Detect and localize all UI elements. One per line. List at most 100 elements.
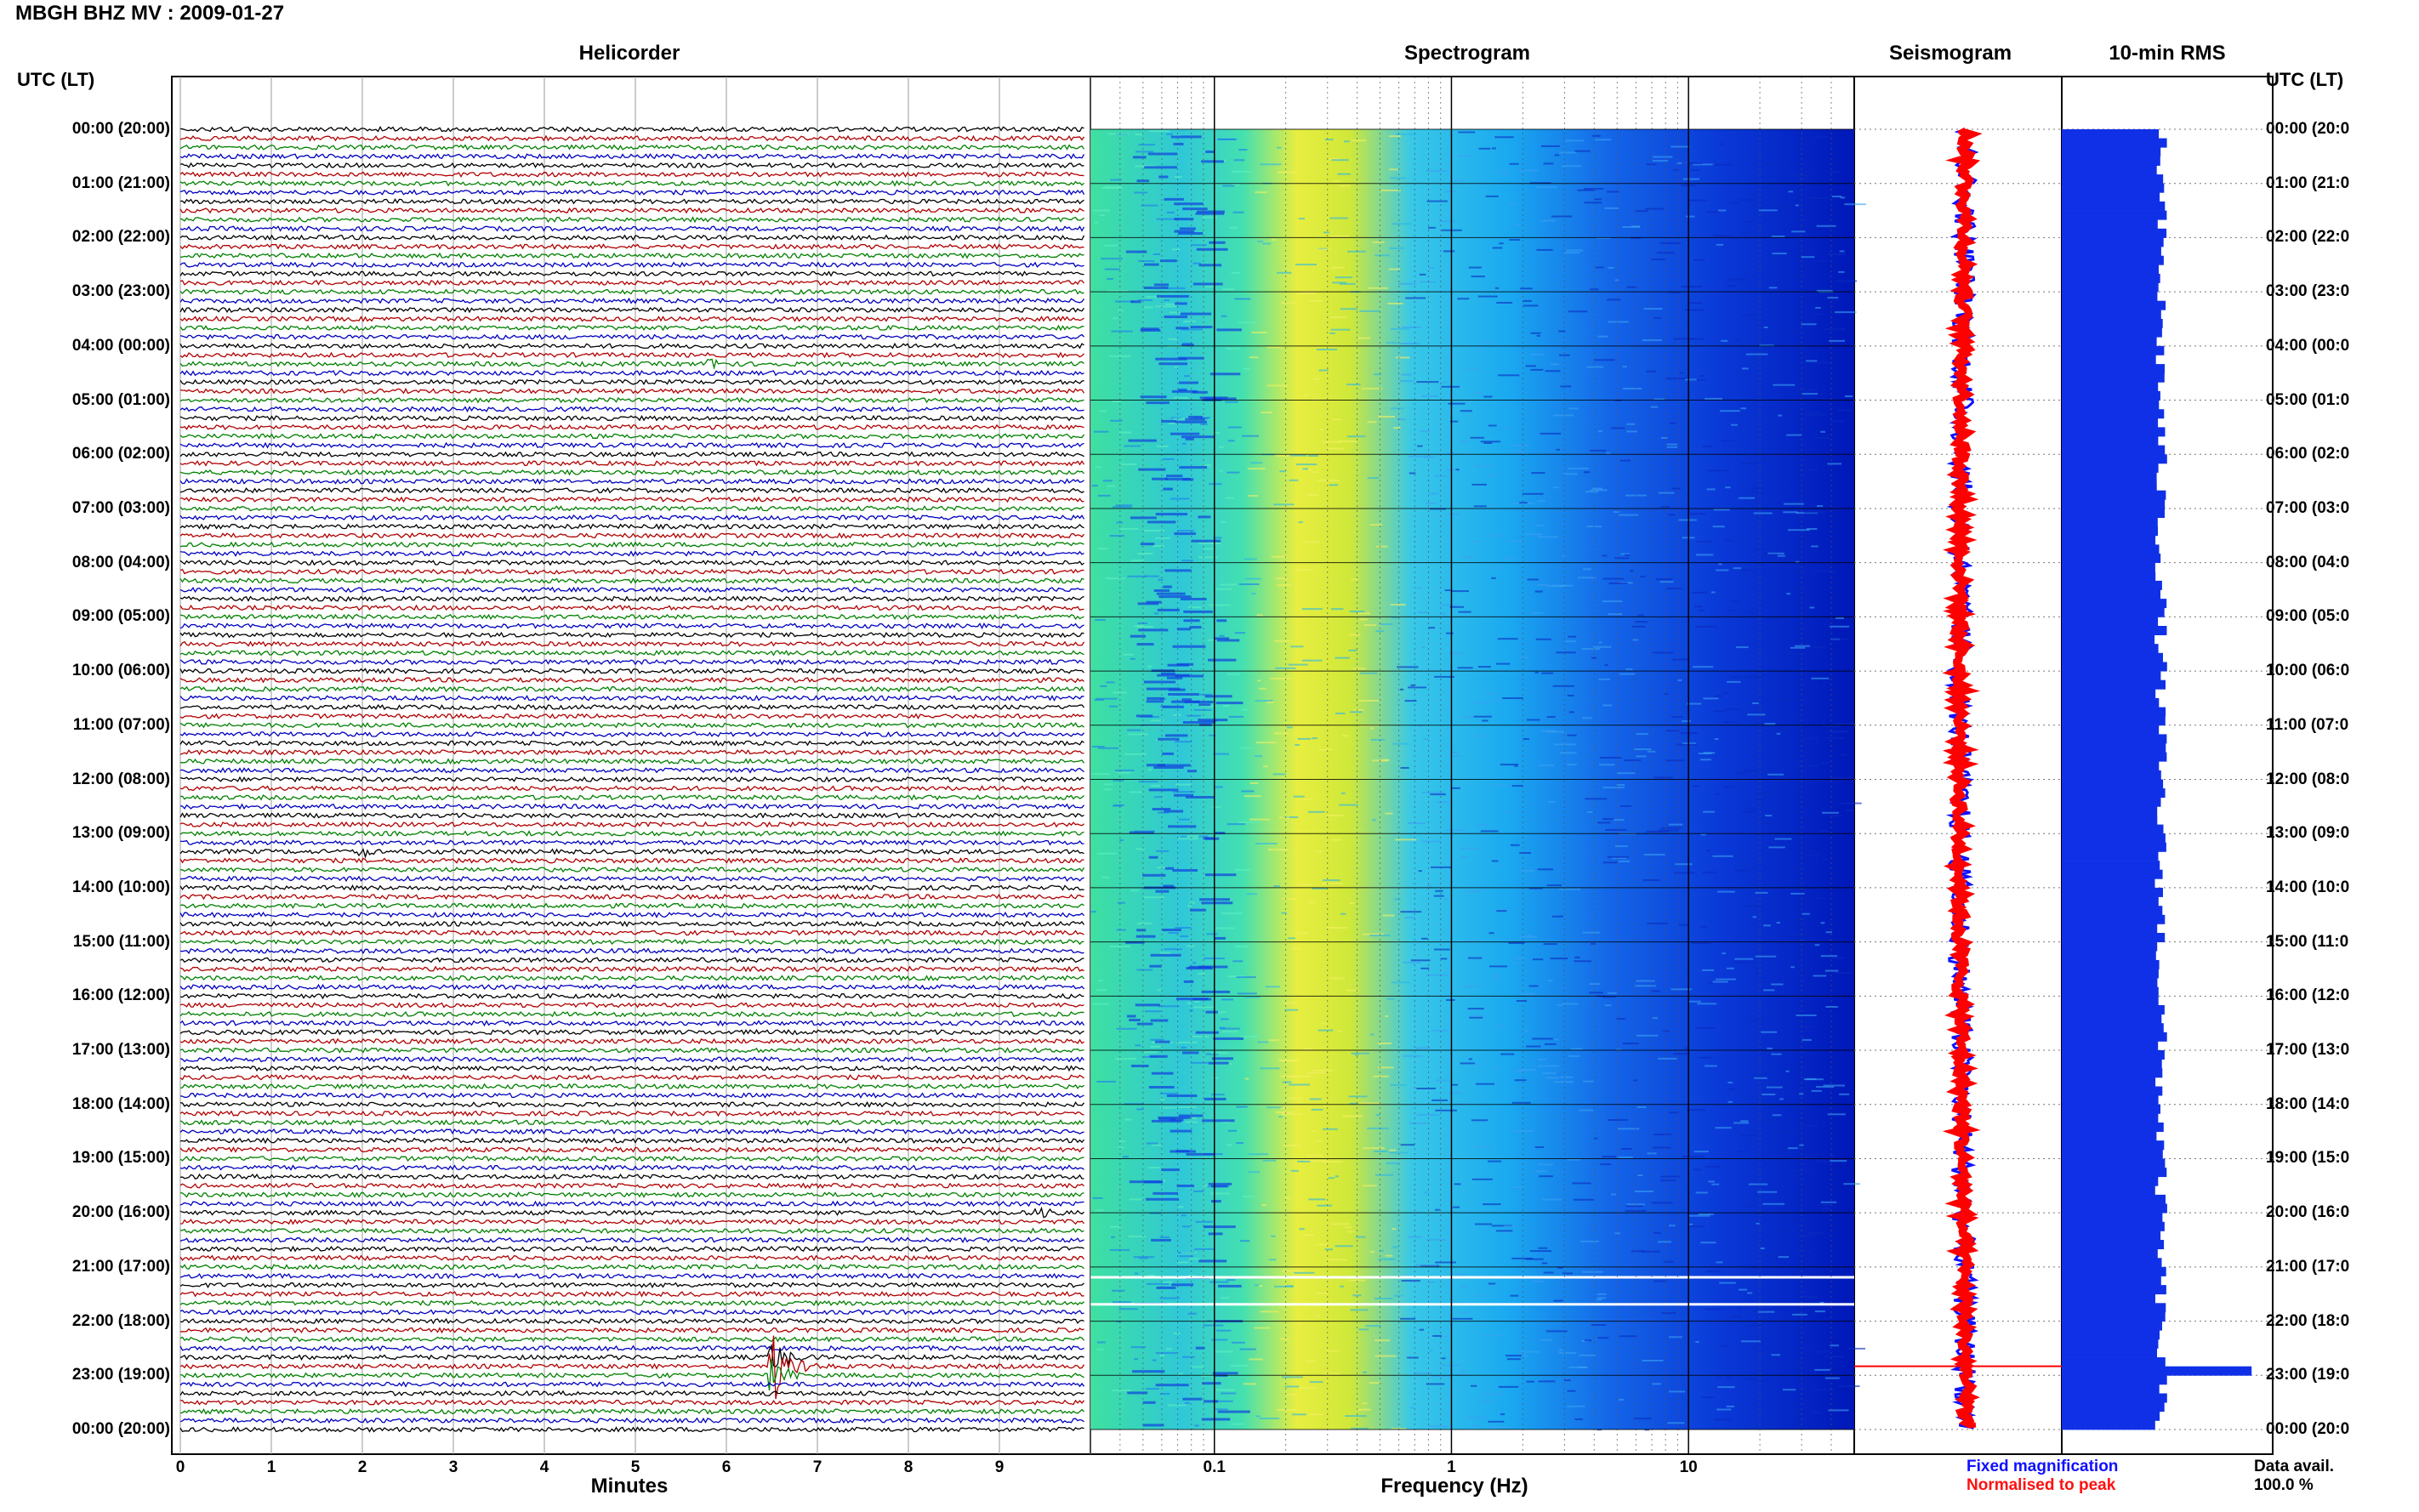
rms-bar (2062, 806, 2158, 816)
time-label-left: 04:00 (00:00) (71, 336, 170, 355)
rms-bar (2062, 1023, 2164, 1033)
time-label-left: 07:00 (03:00) (71, 498, 170, 517)
helicorder-trace (179, 306, 1085, 314)
time-label-left: 19:00 (15:00) (71, 1149, 170, 1168)
time-label-right: 19:00 (15:0 (2266, 1150, 2350, 1168)
helicorder-trace (179, 776, 1084, 783)
rms-bar (2062, 1194, 2166, 1204)
time-label-right: 15:00 (11:0 (2266, 933, 2349, 951)
helicorder-trace (179, 370, 1084, 377)
rms-bar (2062, 842, 2166, 852)
rms-bar (2062, 797, 2161, 807)
rms-bar (2062, 1357, 2166, 1367)
minutes-tick-label: 2 (357, 1458, 367, 1476)
helicorder-trace (179, 523, 1084, 531)
helicorder-trace (179, 1335, 1085, 1400)
helicorder-trace (179, 1206, 1084, 1219)
rms-bar (2062, 273, 2160, 283)
time-label-left: 00:00 (20:00) (71, 1420, 170, 1438)
rms-bar (2062, 472, 2157, 482)
time-label-right: 11:00 (07:0 (2266, 716, 2349, 734)
rms-bar (2062, 951, 2156, 961)
rms-bar (2062, 896, 2159, 907)
rms-bar (2062, 1176, 2159, 1186)
time-label-right: 03:00 (23:0 (2266, 283, 2350, 301)
spectrogram-gap-1 (1090, 1303, 1854, 1306)
rms-bar (2062, 1393, 2167, 1403)
helicorder-trace (179, 487, 1084, 494)
time-label-left: 06:00 (02:00) (71, 445, 170, 463)
helicorder-trace (179, 793, 1084, 801)
rms-bar (2062, 436, 2159, 446)
helicorder-trace (179, 1182, 1084, 1190)
rms-bar (2062, 662, 2167, 672)
rms-bar (2062, 228, 2167, 238)
rms-bar (2062, 906, 2163, 916)
rms-bar (2062, 337, 2157, 347)
time-label-left: 09:00 (05:00) (71, 607, 170, 626)
helicorder-trace (179, 1137, 1084, 1145)
rms-bar (2062, 292, 2158, 302)
rms-bar (2062, 969, 2159, 979)
rms-bar (2062, 1348, 2157, 1358)
rms-bar (2062, 1032, 2167, 1042)
rms-bar (2062, 282, 2159, 293)
rms-bar (2062, 1248, 2158, 1259)
time-label-left: 01:00 (21:00) (71, 173, 170, 192)
helicorder-trace (179, 261, 1084, 269)
rms-bar (2062, 689, 2156, 699)
rms-bar (2062, 1104, 2160, 1114)
helicorder-trace (179, 965, 1084, 973)
helicorder-trace (179, 622, 1084, 630)
seismogram-normalised-trace (1942, 127, 1983, 1430)
rms-bar (2062, 409, 2165, 419)
rms-bar (2062, 1221, 2165, 1231)
utc-header-right: UTC (LT) (2266, 69, 2344, 90)
rms-bar (2062, 1366, 2252, 1376)
helicorder-trace (179, 1227, 1084, 1235)
helicorder-trace (179, 1020, 1085, 1027)
helicorder-trace (179, 812, 1084, 819)
frequency-grid (1119, 77, 1832, 1454)
helicorder-trace (179, 1263, 1084, 1270)
rms-bar (2062, 1231, 2161, 1241)
rms-bar (2062, 418, 2159, 428)
rms-bar (2062, 959, 2160, 969)
helicorder-trace (179, 126, 1084, 133)
helicorder-trace (179, 875, 1084, 883)
rms-bar (2062, 490, 2166, 500)
time-label-left: 13:00 (09:00) (71, 824, 170, 843)
rms-bar (2062, 1068, 2163, 1078)
rms-bar (2062, 1059, 2162, 1069)
helicorder-trace (179, 604, 1084, 611)
rms-bar (2062, 1149, 2163, 1159)
helicorder-trace (179, 541, 1084, 549)
time-label-left: 21:00 (17:00) (71, 1257, 170, 1276)
time-label-left: 20:00 (16:00) (71, 1203, 170, 1222)
rms-bar (2062, 1411, 2160, 1421)
rms-bar (2062, 770, 2161, 780)
rms-bar (2062, 887, 2163, 897)
helicorder-trace (179, 505, 1084, 512)
rms-bar (2062, 1131, 2157, 1141)
helicorder-trace (179, 153, 1085, 160)
helicorder-trace (179, 1128, 1084, 1135)
helicorder-trace (179, 342, 1084, 350)
rms-bar (2062, 779, 2164, 789)
time-label-left: 10:00 (06:00) (71, 662, 170, 680)
minutes-tick-label: 1 (266, 1458, 276, 1476)
helicorder-trace (179, 1417, 1084, 1424)
helicorder-trace (179, 722, 1084, 729)
frequency-tick-label: 0.1 (1203, 1458, 1226, 1476)
helicorder-trace (180, 496, 1084, 503)
rms-bar (2062, 310, 2161, 320)
helicorder-trace (179, 252, 1084, 259)
helicorder-trace (179, 703, 1084, 711)
helicorder-trace (179, 514, 1085, 521)
spectrogram-gap-0 (1090, 1276, 1854, 1279)
helicorder-trace (179, 975, 1084, 981)
rms-bar (2062, 671, 2161, 681)
rms-bar (2062, 599, 2167, 609)
helicorder-trace (179, 559, 1084, 566)
rms-bar (2062, 526, 2158, 537)
